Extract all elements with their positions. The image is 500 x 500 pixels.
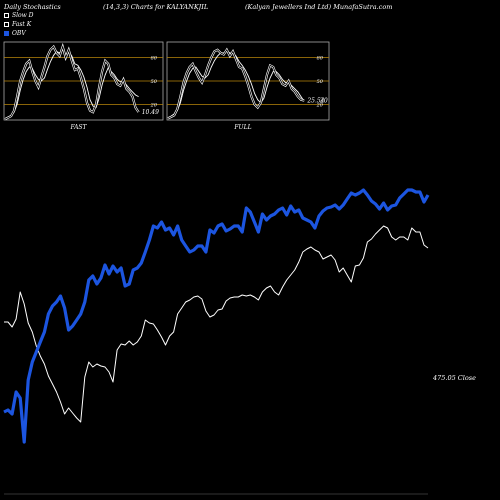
legend-obv-label: OBV <box>12 30 26 37</box>
chart-header-middle: (14,3,3) Charts for KALYANKJIL <box>103 3 209 11</box>
full-series-1 <box>167 48 305 119</box>
legend-fast-k-swatch <box>4 22 9 27</box>
legend-slow-d-label: Slow D <box>12 12 34 19</box>
full-last-value-label: 25.54 <box>306 98 324 105</box>
legend-obv: OBV <box>4 30 26 37</box>
full-panel-title: FULL <box>233 124 251 131</box>
chart-header-right: (Kalyan Jewellers Ind Ltd) MunafaSutra.c… <box>245 3 393 11</box>
full-series-0 <box>167 50 305 119</box>
fast-level-label-80: 80 <box>151 56 158 62</box>
fast-level-label-20: 20 <box>150 102 158 108</box>
chart-header-left: Daily Stochastics <box>4 3 61 11</box>
legend-fast-k: Fast K <box>4 21 31 28</box>
full-level-label-80: 80 <box>317 56 324 62</box>
close-last-value-label: 475.05 Close <box>432 374 476 382</box>
fast-panel-title: FAST <box>69 124 87 131</box>
close-line <box>4 225 429 423</box>
fast-series-0 <box>4 49 139 119</box>
obv-line <box>3 188 430 444</box>
full-last-value-label-2: 20 <box>319 98 328 105</box>
fast-series-1 <box>4 45 139 120</box>
full-level-label-50: 50 <box>317 79 324 85</box>
legend-obv-swatch <box>4 31 9 36</box>
fast-last-value-label: 10.49 <box>142 109 159 116</box>
full-level-label-20: 20 <box>316 102 324 108</box>
legend-fast-k-label: Fast K <box>12 21 32 28</box>
legend-slow-d: Slow D <box>4 12 34 19</box>
legend-slow-d-swatch <box>4 13 9 18</box>
fast-level-label-50: 50 <box>151 79 158 85</box>
